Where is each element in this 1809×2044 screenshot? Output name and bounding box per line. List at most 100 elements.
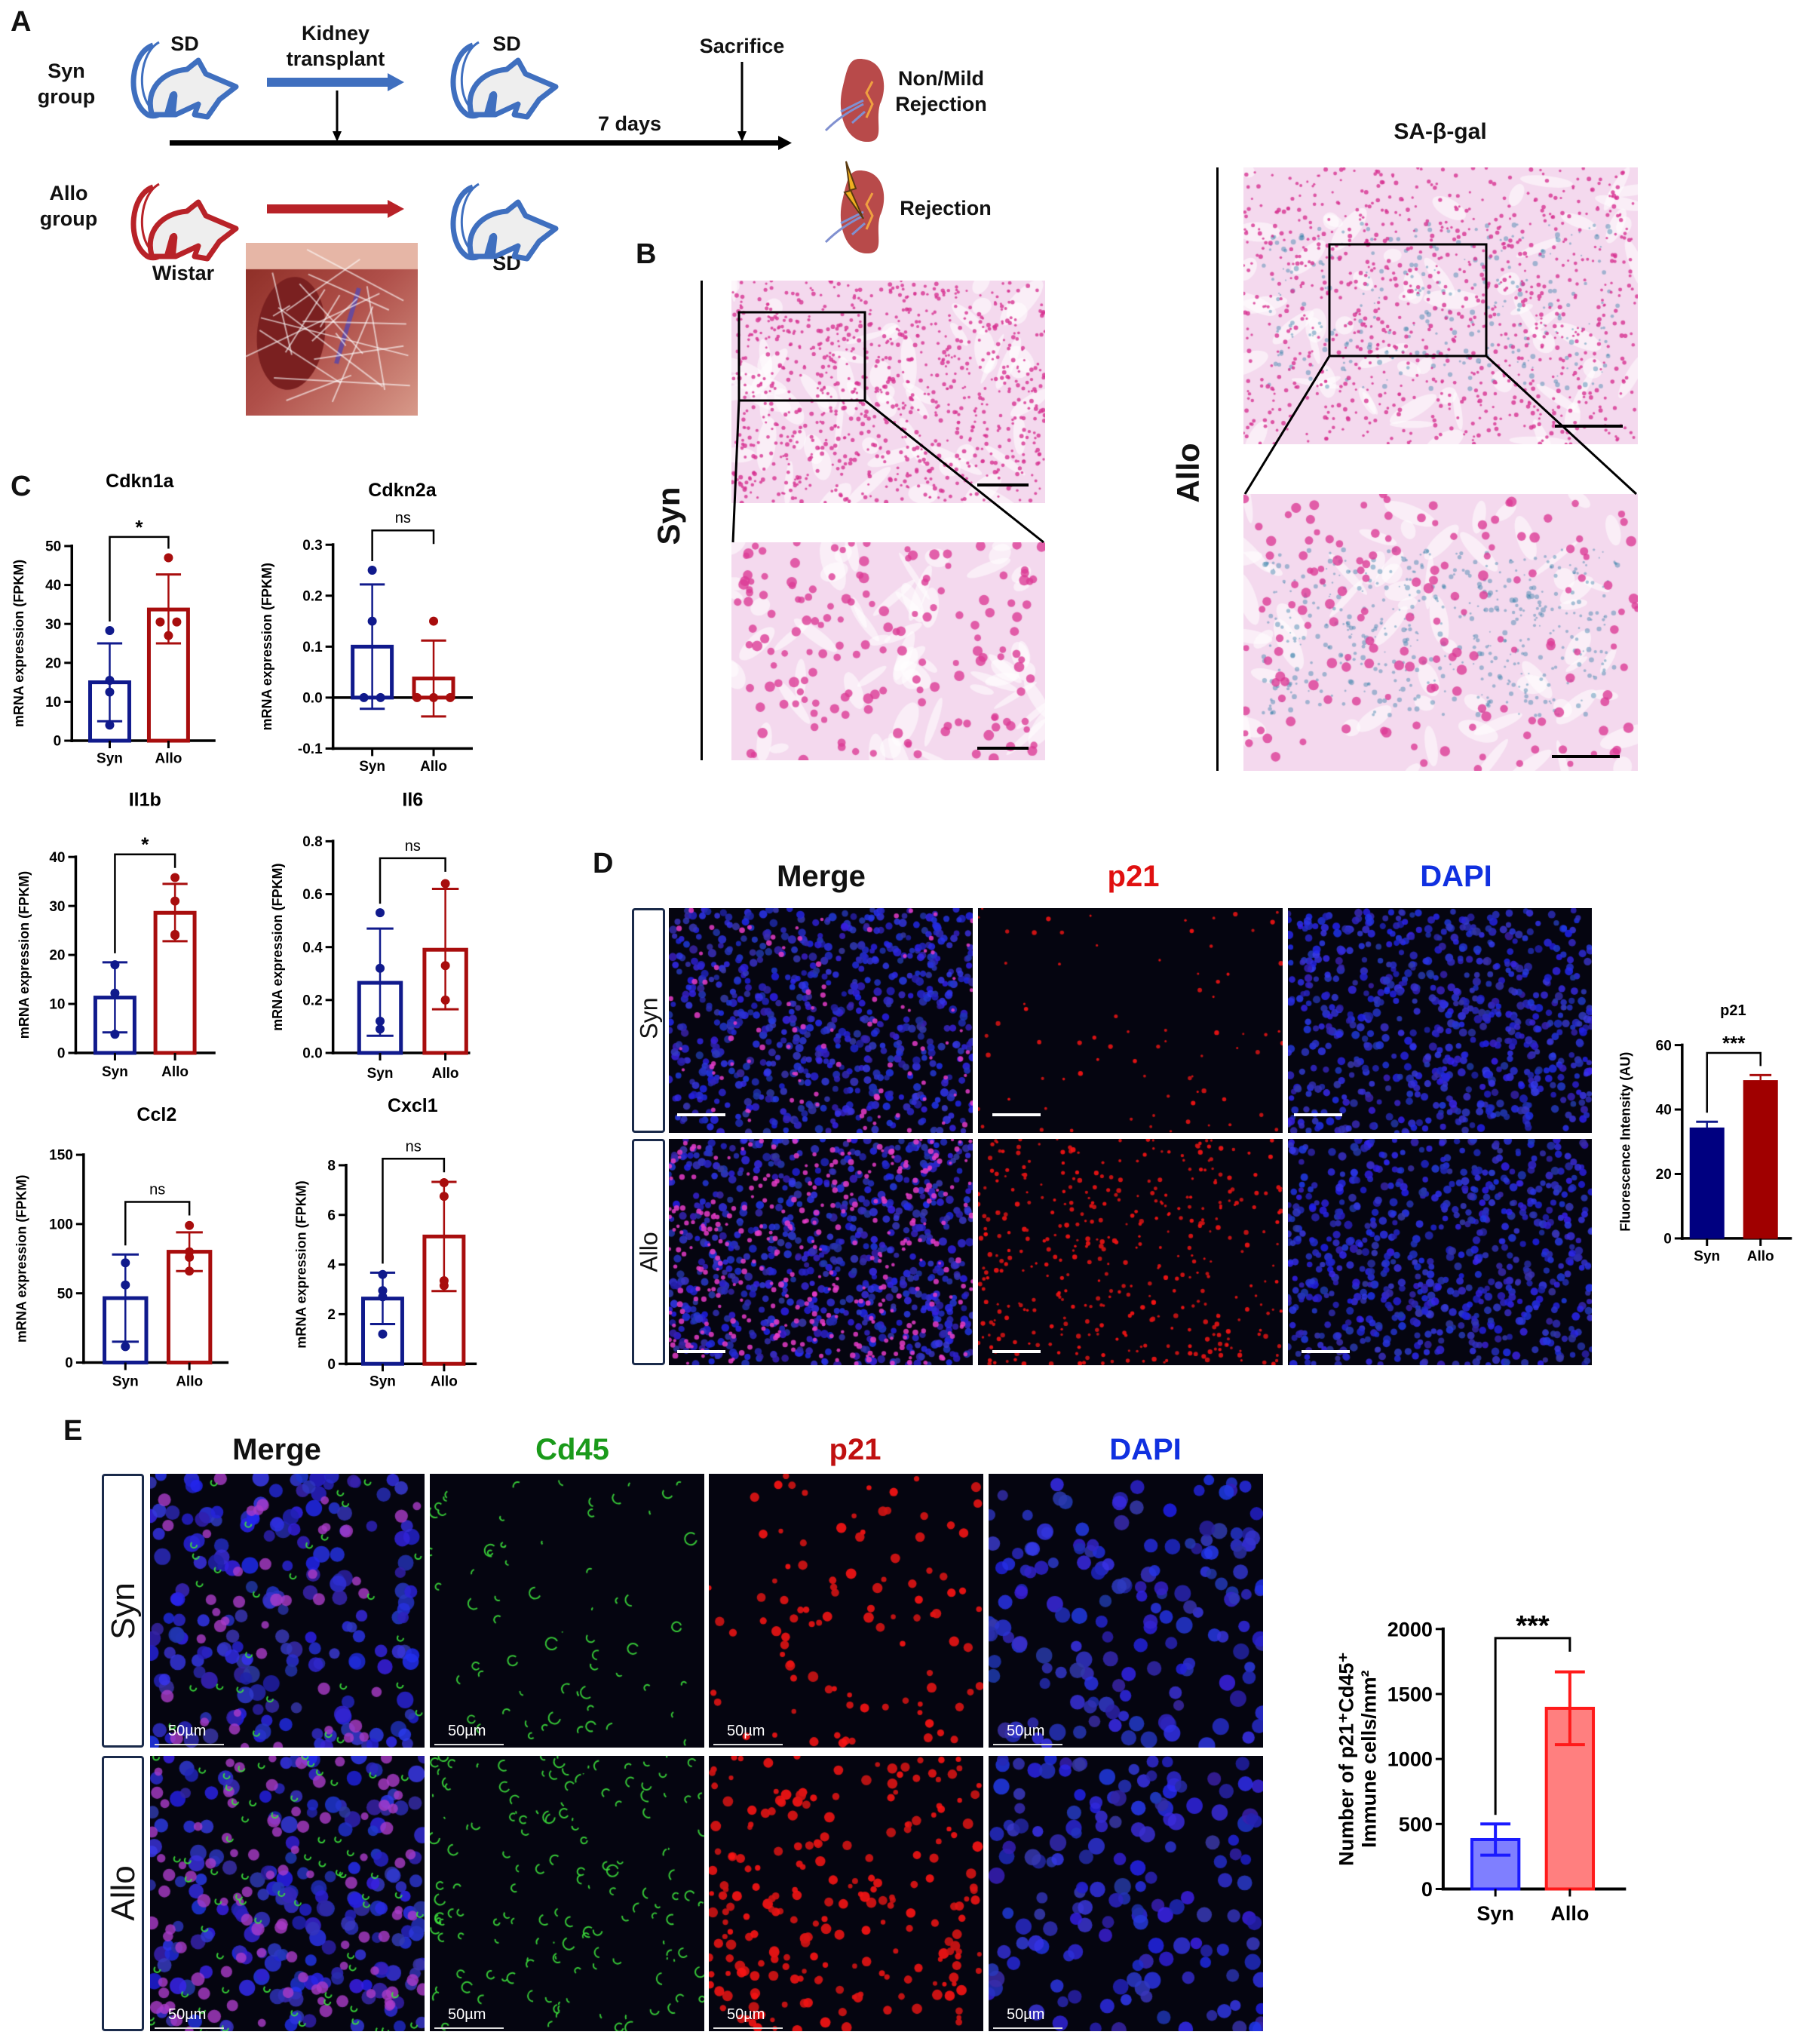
y-axis-label-line2: Immune cells/mm² (1357, 1670, 1380, 1848)
data-point (105, 625, 115, 635)
scale-bar-label: 50µm (448, 2006, 486, 2023)
scale-bar-label: 50µm (168, 1723, 207, 1739)
scale-bar (155, 2027, 224, 2029)
column-header-cd45: Cd45 (535, 1433, 609, 1466)
y-tick-label: 0.2 (302, 588, 322, 604)
chart-title: Cdkn2a (368, 480, 437, 501)
divider (701, 281, 703, 760)
scale-bar-label: 50µm (1007, 2006, 1045, 2023)
seven-days-label: 7 days (597, 112, 662, 135)
y-tick-label: 40 (45, 578, 61, 594)
row-box-allo (632, 1139, 665, 1365)
y-tick-label: 0 (1421, 1878, 1433, 1901)
x-tick-label: Allo (420, 759, 447, 775)
x-tick-label: Allo (431, 1374, 458, 1390)
syn-cd45-image (430, 1474, 704, 1748)
scale-bar (434, 2027, 504, 2029)
column-header-p21: p21 (1107, 860, 1160, 893)
x-tick-label: Syn (1694, 1248, 1720, 1264)
syn-p21-image (978, 908, 1283, 1133)
data-point (412, 692, 422, 702)
data-point (367, 566, 377, 575)
y-tick-label: 0.0 (302, 1046, 322, 1062)
y-tick-label: 20 (45, 655, 61, 671)
data-point (170, 929, 180, 939)
significance-bracket (382, 1158, 446, 1264)
y-tick-label: 1500 (1387, 1683, 1433, 1705)
allo-dapi-image (989, 1756, 1263, 2031)
data-point (105, 720, 115, 730)
sd-recipient-label: SD (492, 32, 521, 55)
y-tick-label: 150 (49, 1148, 73, 1164)
y-axis-label: mRNA expression (FPKM) (293, 1180, 308, 1348)
y-tick-label: 0 (65, 1355, 73, 1371)
data-point (121, 1280, 130, 1290)
schematic-graphics (0, 0, 885, 422)
panel-label-b: B (636, 238, 657, 270)
y-tick-label: 0.3 (302, 538, 322, 554)
y-tick-label: 30 (49, 899, 65, 915)
data-point (439, 1177, 449, 1187)
allo-sa-beta-gal-high-mag-image (1243, 494, 1638, 771)
chart-title: Il6 (402, 790, 423, 811)
scale-bar-label: 50µm (727, 2006, 765, 2023)
data-point (164, 631, 173, 640)
y-tick-label: 60 (1656, 1038, 1672, 1054)
data-point (376, 908, 385, 918)
allo-merge-image (150, 1756, 425, 2031)
syn-sa-beta-gal-high-mag-image (731, 542, 1045, 760)
syn-group-label: Syn group (37, 60, 96, 108)
data-point (378, 1292, 388, 1302)
chart-cdkn1a: Cdkn1a 0 10 20 30 40 50 mRNA expression (FPKM) S… (11, 471, 216, 766)
data-point (185, 1220, 195, 1230)
y-tick-label: 0 (327, 1357, 336, 1373)
chart-cxcl1: Cxcl1 0 2 4 6 8 mRNA expression (FPKM) Syn Allo n… (293, 1095, 477, 1390)
data-point (110, 960, 120, 970)
y-tick-label: 4 (327, 1257, 336, 1273)
significance-bracket (371, 529, 435, 562)
x-tick-label: Syn (359, 759, 385, 775)
scale-bar-label: 50µm (448, 1723, 486, 1739)
scale-bar-label: 50µm (168, 2006, 207, 2023)
allo-merge-image (669, 1139, 973, 1365)
significance-label: * (135, 516, 143, 539)
data-point (446, 692, 455, 702)
scale-bar (713, 1744, 783, 1745)
sacrifice-label: Sacrifice (699, 35, 785, 57)
data-point (378, 1286, 388, 1296)
sacrifice-down-arrow-icon (737, 62, 747, 142)
significance-bracket (379, 857, 446, 904)
column-header-dapi: DAPI (1109, 1433, 1182, 1466)
column-header-p21: p21 (829, 1433, 882, 1466)
x-tick-label: Syn (1476, 1902, 1514, 1925)
syn-merge-image (150, 1474, 425, 1748)
column-header-dapi: DAPI (1420, 860, 1492, 893)
data-point (440, 879, 450, 888)
chart-title: Il1b (129, 790, 161, 811)
data-point (172, 617, 182, 627)
syn-p21-image (709, 1474, 983, 1748)
chart-ccl2: Ccl2 0 50 100 150 mRNA expression (FPKM) Syn Al… (14, 1104, 229, 1390)
bar-allo (1743, 1080, 1778, 1239)
panel-label-c: C (11, 471, 32, 502)
syn-dapi-image (989, 1474, 1263, 1748)
y-tick-label: -0.1 (298, 741, 323, 757)
data-point (367, 616, 377, 626)
data-point (376, 963, 385, 973)
sa-beta-gal-title: SA-β-gal (1394, 119, 1487, 144)
scale-bar (713, 2027, 783, 2029)
data-point (440, 995, 450, 1005)
bar-syn (1689, 1127, 1725, 1239)
y-tick-label: 40 (1656, 1103, 1672, 1119)
data-point (164, 553, 173, 563)
non-mild-rejection-label: Non/Mild Rejection (895, 67, 987, 115)
y-tick-label: 0.6 (302, 887, 322, 903)
y-axis-label: mRNA expression (FPKM) (11, 560, 26, 727)
x-tick-label: Allo (1747, 1248, 1774, 1264)
data-point (105, 687, 115, 697)
significance-bracket (1706, 1051, 1761, 1113)
scale-bar (155, 1744, 224, 1745)
scale-bar (677, 1113, 725, 1116)
scale-bar (993, 1744, 1062, 1745)
